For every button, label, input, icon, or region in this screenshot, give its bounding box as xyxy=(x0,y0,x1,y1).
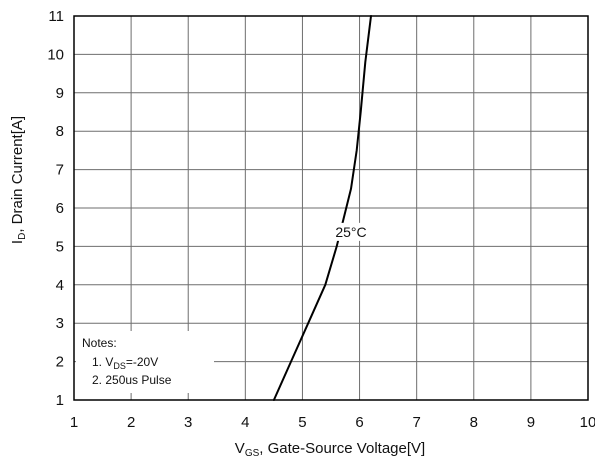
y-tick-label: 2 xyxy=(56,354,64,371)
notes-title: Notes: xyxy=(82,336,117,350)
x-tick-labels: 1 2 3 4 5 6 7 8 9 10 xyxy=(70,414,595,431)
y-tick-label: 1 xyxy=(56,392,64,409)
series-line-25c xyxy=(272,15,372,401)
notes-box: Notes: 1. VDS=-20V 2. 250us Pulse xyxy=(76,331,214,393)
y-axis-label: ID, Drain Current[A] xyxy=(9,116,28,244)
notes-box-background xyxy=(76,331,214,393)
y-tick-label: 9 xyxy=(56,85,64,102)
x-tick-label: 2 xyxy=(127,414,135,431)
series-layer: 25°C xyxy=(272,15,373,401)
y-tick-label: 8 xyxy=(56,123,64,140)
y-tick-label: 11 xyxy=(48,8,64,25)
notes-line-2: 2. 250us Pulse xyxy=(92,373,172,387)
x-tick-label: 9 xyxy=(527,414,535,431)
y-tick-label: 5 xyxy=(56,238,64,255)
x-tick-label: 1 xyxy=(70,414,78,431)
curve-label: 25°C xyxy=(335,224,366,240)
curve-label-background xyxy=(328,222,373,241)
y-tick-label: 3 xyxy=(56,315,64,332)
x-tick-label: 5 xyxy=(298,414,306,431)
plot-area-border xyxy=(73,15,589,401)
x-tick-label: 6 xyxy=(355,414,363,431)
plot-frame xyxy=(73,15,589,401)
x-tick-label: 8 xyxy=(470,414,478,431)
x-tick-label: 10 xyxy=(580,414,595,431)
x-tick-label: 4 xyxy=(241,414,249,431)
y-tick-label: 6 xyxy=(56,200,64,217)
y-tick-label: 7 xyxy=(56,162,64,179)
y-tick-label: 4 xyxy=(56,277,64,294)
notes-line-1: 1. VDS=-20V xyxy=(92,355,158,371)
x-tick-label: 3 xyxy=(184,414,192,431)
y-tick-labels: 1 2 3 4 5 6 7 8 9 10 11 xyxy=(47,8,64,409)
y-tick-label: 10 xyxy=(47,46,64,63)
x-tick-label: 7 xyxy=(412,414,420,431)
x-axis-label: VGS, Gate-Source Voltage[V] xyxy=(235,440,425,459)
